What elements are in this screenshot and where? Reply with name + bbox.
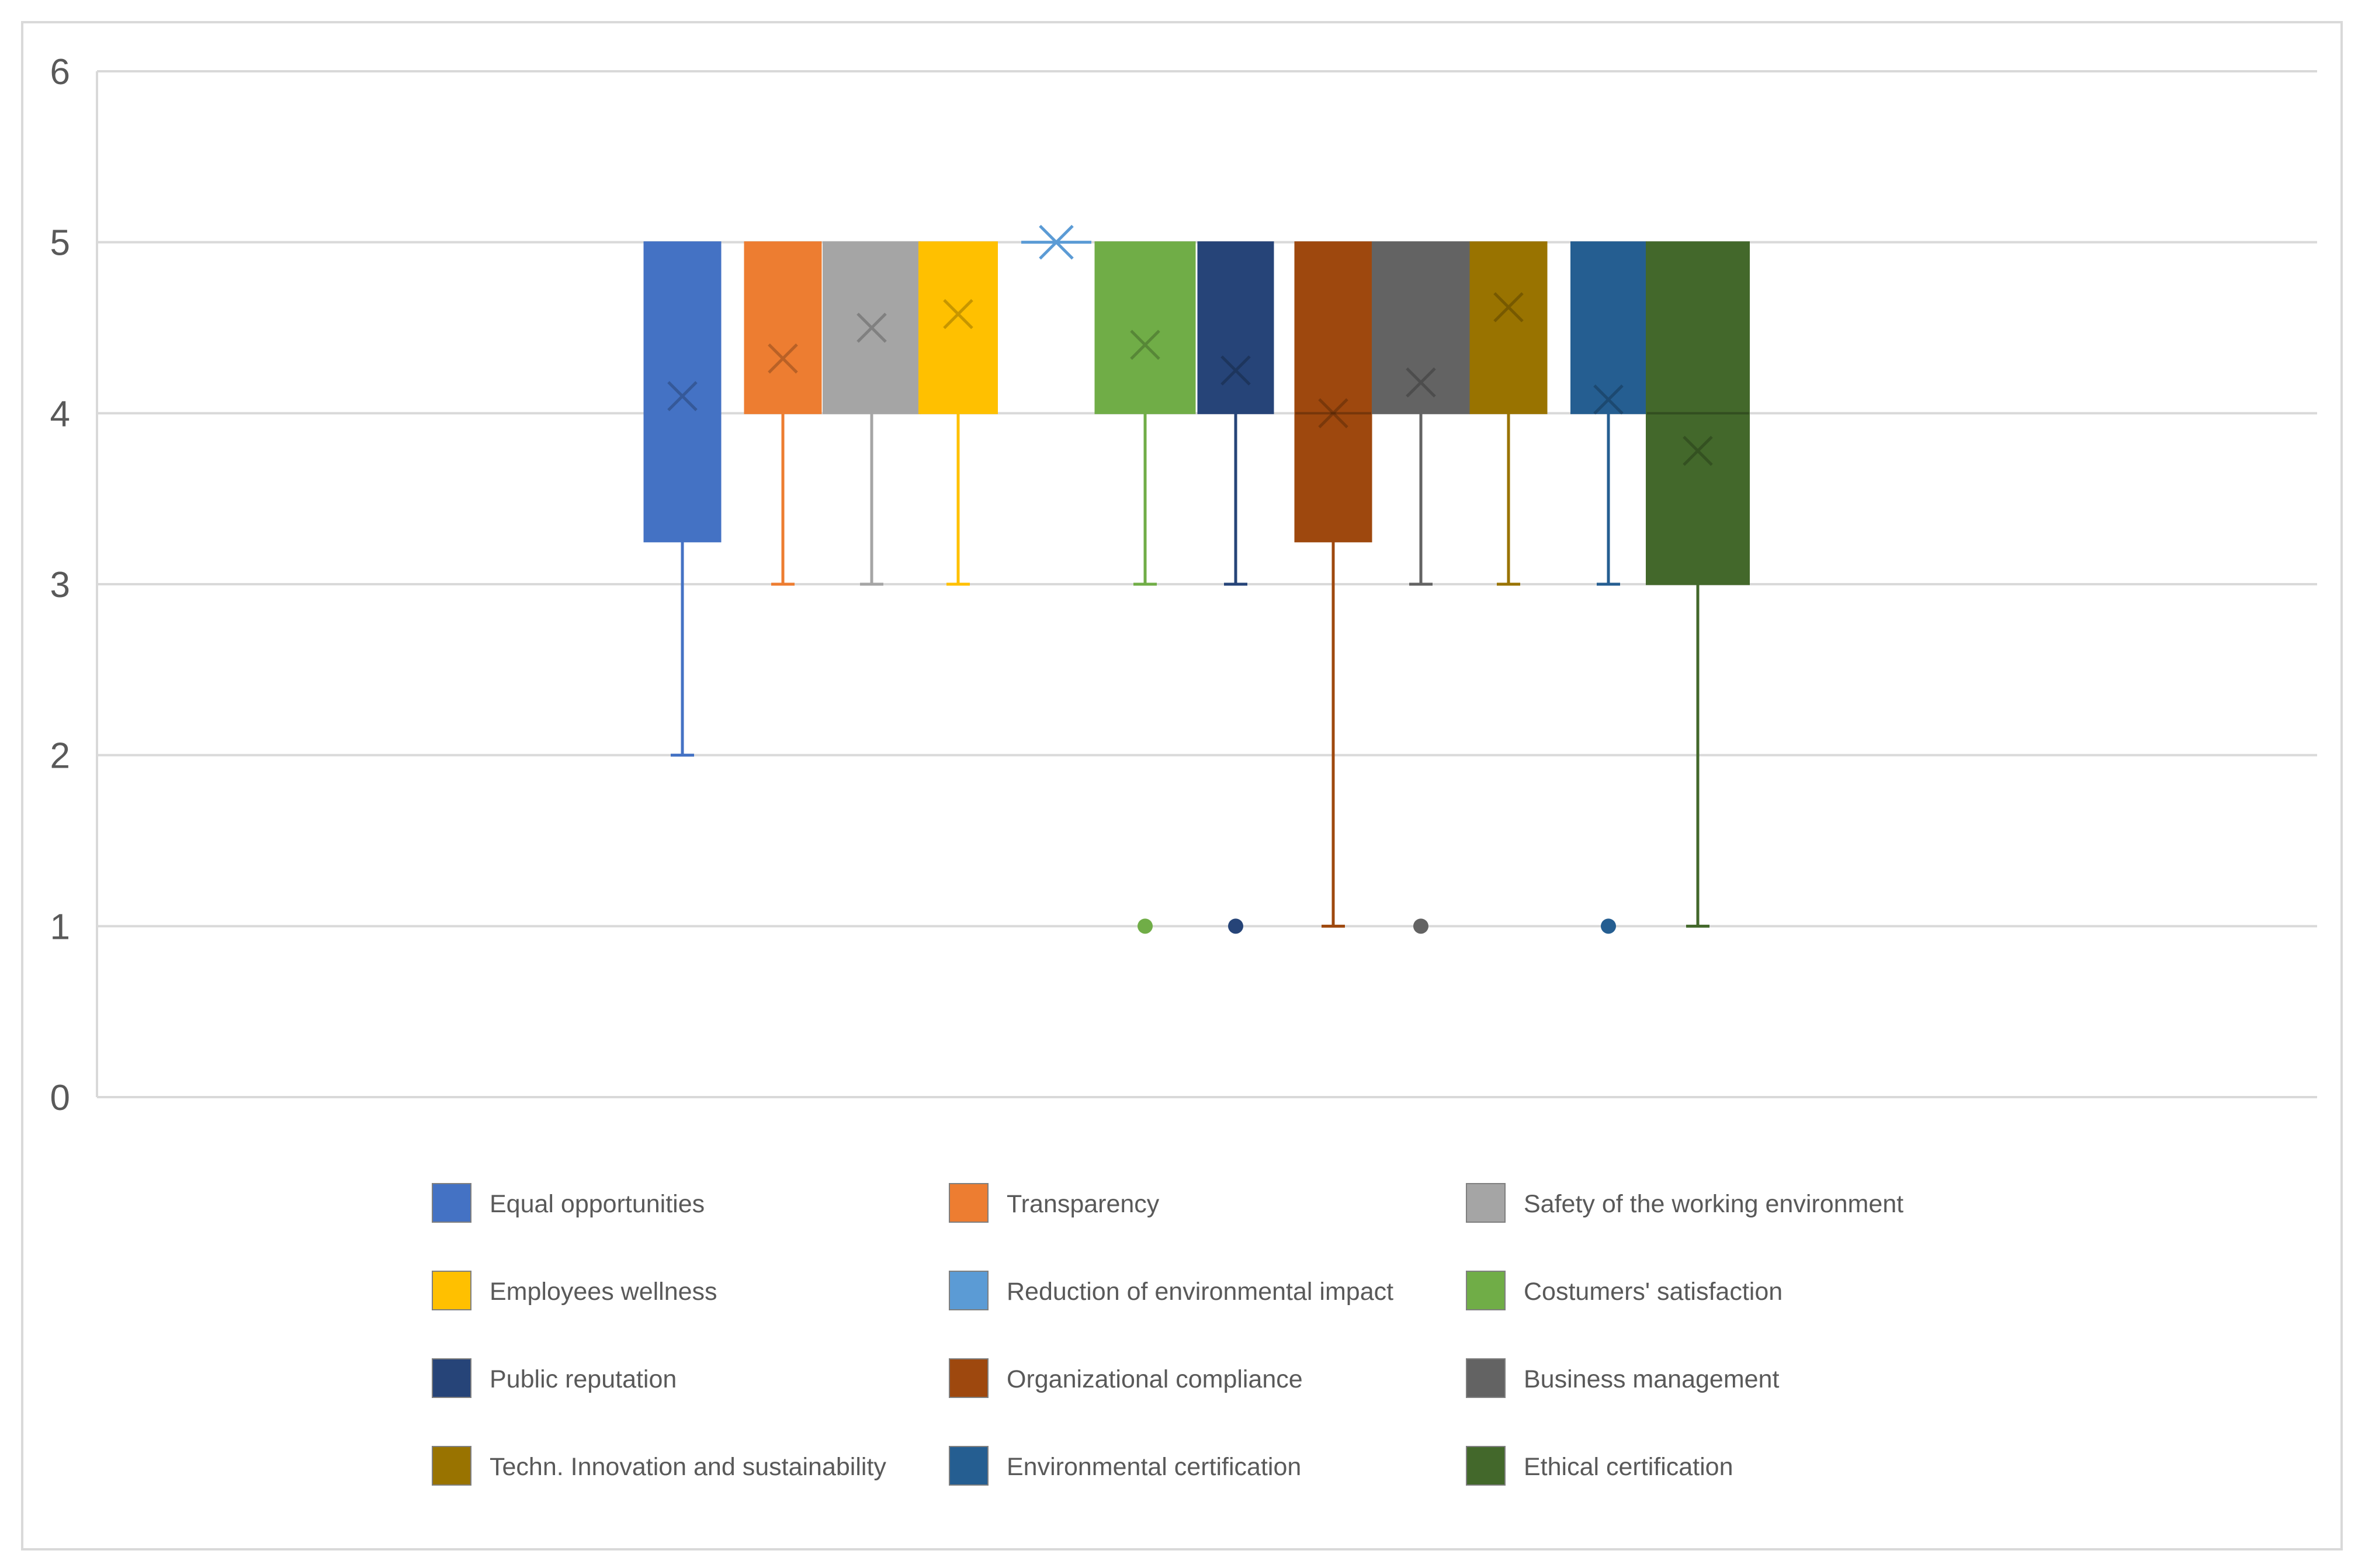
legend-label: Business management <box>1524 1365 1779 1393</box>
mean-marker <box>1683 435 1713 466</box>
legend-label: Equal opportunities <box>490 1190 705 1218</box>
mean-marker <box>856 313 887 343</box>
legend-label: Costumers' satisfaction <box>1524 1278 1783 1306</box>
legend-label: Transparency <box>1007 1190 1160 1218</box>
y-axis: 0 1 2 3 4 5 6 <box>50 52 98 1118</box>
box <box>1469 241 1548 414</box>
box <box>1372 241 1470 414</box>
legend-label: Organizational compliance <box>1007 1365 1303 1393</box>
legend-swatch <box>432 1183 471 1223</box>
legend-swatch <box>1466 1183 1506 1223</box>
legend-item: Techn. Innovation and sustainability <box>432 1446 886 1486</box>
legend-swatch <box>1466 1358 1506 1398</box>
legend-label: Reduction of environmental impact <box>1007 1278 1393 1306</box>
mean-marker <box>1130 329 1160 360</box>
box <box>1294 241 1372 543</box>
box-series <box>1197 241 1274 934</box>
mean-marker <box>1220 355 1251 386</box>
legend-item: Employees wellness <box>432 1271 717 1310</box>
box-series <box>1646 241 1750 928</box>
box-series <box>744 241 822 586</box>
legend: Equal opportunities Transparency Safety of… <box>432 1183 1903 1486</box>
box <box>1646 241 1750 585</box>
legend-item: Transparency <box>949 1183 1160 1223</box>
box <box>643 241 722 543</box>
y-tick-label: 4 <box>50 394 70 434</box>
legend-label: Public reputation <box>490 1365 677 1393</box>
box <box>1570 241 1646 414</box>
gridlines <box>97 70 2317 1098</box>
y-tick-label: 6 <box>50 52 70 92</box>
legend-item: Ethical certification <box>1466 1446 1733 1486</box>
legend-item: Costumers' satisfaction <box>1466 1271 1783 1310</box>
legend-label: Safety of the working environment <box>1524 1190 1903 1218</box>
box-series <box>1372 241 1470 934</box>
box-series <box>1294 241 1372 928</box>
box <box>823 241 921 414</box>
legend-label: Environmental certification <box>1007 1453 1301 1481</box>
mean-marker <box>667 381 698 411</box>
mean-marker <box>768 343 798 374</box>
y-tick-label: 5 <box>50 223 70 263</box>
mean-marker <box>1593 384 1624 415</box>
mean-marker <box>943 299 973 329</box>
outlier-point <box>1413 918 1428 934</box>
mean-marker <box>1406 367 1436 398</box>
box-series <box>1094 241 1196 934</box>
outlier-point <box>1228 918 1243 934</box>
mean-marker <box>1493 292 1524 322</box>
box <box>1094 241 1196 414</box>
y-tick-label: 1 <box>50 907 70 947</box>
y-tick-label: 2 <box>50 736 70 776</box>
mean-marker <box>1318 398 1348 429</box>
legend-swatch <box>949 1183 989 1223</box>
box <box>918 241 998 414</box>
y-tick-label: 0 <box>50 1078 70 1118</box>
legend-item: Public reputation <box>432 1358 677 1398</box>
box <box>744 241 822 414</box>
legend-item: Reduction of environmental impact <box>949 1271 1393 1310</box>
y-tick-label: 3 <box>50 565 70 605</box>
legend-label: Ethical certification <box>1524 1453 1733 1481</box>
legend-item: Safety of the working environment <box>1466 1183 1903 1223</box>
legend-item: Organizational compliance <box>949 1358 1303 1398</box>
boxes <box>643 224 1750 934</box>
legend-swatch <box>432 1271 471 1310</box>
box-series <box>643 241 722 757</box>
legend-swatch <box>1466 1271 1506 1310</box>
box-series <box>1469 241 1548 586</box>
box <box>1197 241 1274 414</box>
legend-item: Environmental certification <box>949 1446 1301 1486</box>
outlier-point <box>1138 918 1153 934</box>
legend-swatch <box>949 1358 989 1398</box>
box-series <box>918 241 998 586</box>
legend-label: Techn. Innovation and sustainability <box>490 1453 886 1481</box>
legend-item: Equal opportunities <box>432 1183 705 1223</box>
box-series <box>823 241 921 586</box>
legend-swatch <box>949 1446 989 1486</box>
box-series <box>1021 224 1091 260</box>
legend-swatch <box>1466 1446 1506 1486</box>
legend-swatch <box>432 1358 471 1398</box>
box-series <box>1570 241 1646 934</box>
legend-item: Business management <box>1466 1358 1779 1398</box>
legend-swatch <box>432 1446 471 1486</box>
outlier-point <box>1601 918 1616 934</box>
legend-label: Employees wellness <box>490 1278 717 1306</box>
legend-swatch <box>949 1271 989 1310</box>
mean-marker <box>1039 224 1074 260</box>
